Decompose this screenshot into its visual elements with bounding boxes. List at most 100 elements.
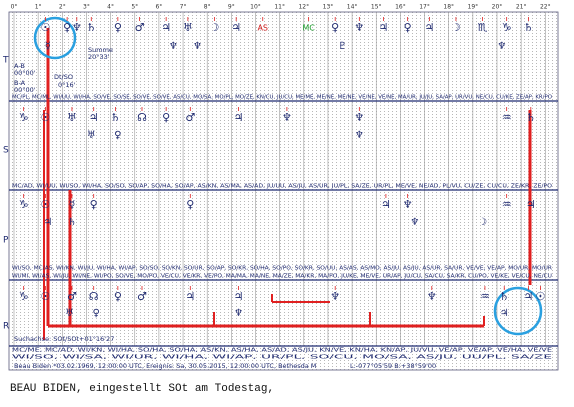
planet-glyph: ♄	[86, 21, 96, 34]
degree-label: 14°	[347, 4, 358, 11]
note: Dt/SO	[54, 73, 73, 81]
degree-label: 21°	[516, 4, 527, 11]
planet-glyph: ♆	[193, 41, 202, 52]
degree-label: 22°	[540, 4, 551, 11]
planet-glyph: ☉	[40, 21, 50, 34]
note: 0°16'	[58, 81, 76, 89]
planet-glyph: ♀	[114, 290, 122, 303]
planet-glyph: ☿	[45, 41, 51, 52]
degree-label: 5°	[131, 4, 138, 11]
planet-glyph: ♒	[480, 290, 490, 303]
planet-glyph: ♆	[354, 21, 364, 34]
planet-glyph: ♆	[282, 111, 292, 124]
planet-glyph: ♒	[502, 198, 512, 211]
planet-glyph: ♆	[355, 130, 364, 141]
planet-glyph: ☉	[40, 111, 50, 124]
midpoint-list: MC/AD, WI/UU, WI/SO, WI/HA, SO/SO, SO/AP…	[12, 184, 552, 190]
degree-label: 7°	[180, 4, 187, 11]
planet-glyph: ♃	[43, 217, 52, 228]
planet-glyph: ♀	[92, 308, 99, 319]
planet-glyph: ♆	[72, 21, 82, 34]
info: Beau Biden *03.02.1969, 12:00:00 UTC, Er…	[14, 362, 316, 370]
planet-glyph: ♄	[110, 111, 120, 124]
degree-label: 18°	[443, 4, 454, 11]
planet-glyph: ♆	[497, 41, 506, 52]
dial-area	[8, 11, 559, 371]
degree-label: 15°	[371, 4, 382, 11]
degree-label: 19°	[468, 4, 479, 11]
planet-glyph: ♂	[185, 111, 195, 124]
degree-label: 0°	[11, 4, 18, 11]
planet-glyph: ♑	[19, 290, 29, 303]
planet-glyph: ☽	[451, 21, 461, 34]
degree-label: 8°	[204, 4, 211, 11]
planet-glyph: ♀	[404, 21, 412, 34]
planet-glyph: ♏	[478, 21, 488, 34]
planet-glyph: ♑	[502, 21, 512, 34]
planet-glyph: ♄	[526, 111, 536, 124]
planet-glyph: ♅	[87, 130, 96, 141]
planet-glyph: ♆	[330, 290, 340, 303]
row-separators	[9, 100, 558, 347]
search-axis: Suchachse: SOt/SOt+01°16'27	[14, 335, 114, 343]
planet-glyph: ♂	[137, 290, 147, 303]
note: Summe	[88, 46, 113, 54]
planet-glyph: ☊	[89, 290, 99, 303]
degree-label: 4°	[107, 4, 114, 11]
note: 00°00'	[14, 69, 36, 77]
notes: Summe 20°33' A-B 00°00' B-A 00°00' Dt/SO…	[14, 46, 436, 370]
note: B-A	[14, 79, 26, 87]
degree-label: 13°	[323, 4, 334, 11]
midpoint-list: MC/ME, MC/AD, WI/KN, WI/HA, SO/HA, SO/HA…	[12, 348, 552, 354]
caption: BEAU BIDEN, eingestellt SOt am Todestag,	[10, 383, 274, 395]
planet-glyph: ♀	[63, 21, 71, 34]
planet-glyph: ☽	[478, 217, 487, 228]
planet-glyph: ☉	[536, 290, 546, 303]
planet-glyph: ♄	[67, 217, 76, 228]
planet-glyph: ☽	[210, 21, 220, 34]
midpoint-list: WI/SO, MC/AS, WI/KN, WI/JU, WI/HA, WI/AP…	[12, 266, 553, 272]
planet-glyph: ♀	[331, 21, 339, 34]
planet-glyph: ♃	[231, 21, 241, 34]
planet-glyph: ♀	[186, 198, 194, 211]
planet-glyph: ♅	[67, 111, 77, 124]
planet-glyph: ♂	[135, 21, 145, 34]
note: 00°00'	[14, 86, 36, 94]
planet-glyph: ♃	[234, 290, 244, 303]
planet-glyph: ♅	[65, 308, 74, 319]
planet-glyph: ♆	[427, 290, 437, 303]
planet-glyph: ☿	[69, 198, 76, 211]
degree-label: 3°	[83, 4, 90, 11]
planet-glyph: ♀	[162, 111, 170, 124]
planet-glyph: AS	[257, 24, 268, 33]
planet-glyph: ♃	[424, 21, 434, 34]
planet-glyph: ♀	[114, 21, 122, 34]
row-label: P	[3, 236, 9, 246]
degree-label: 2°	[59, 4, 66, 11]
highlight-circle	[493, 286, 543, 336]
planet-glyph: ♆	[410, 217, 419, 228]
planet-glyph: ♄	[499, 290, 509, 303]
degree-label: 1°	[35, 4, 42, 11]
degree-label: 20°	[492, 4, 503, 11]
planet-glyph: ♂	[67, 290, 77, 303]
red-markers	[43, 28, 532, 340]
planet-glyph: ♃	[526, 198, 536, 211]
midpoint-list: WI/MI, WI/AS, WI/JU, WI/NE, WI/PO, SO/VE…	[12, 274, 552, 280]
planet-glyph: ☊	[137, 111, 147, 124]
planet-glyph: ♃	[185, 290, 195, 303]
planet-glyph: ♃	[523, 290, 533, 303]
planet-glyph: ♆	[169, 41, 178, 52]
planet-glyph: ☉	[40, 198, 50, 211]
planet-glyph: ♄	[523, 21, 533, 34]
grid	[13, 12, 546, 346]
planet-glyph: ♃	[234, 111, 244, 124]
planet-glyph: ♅	[183, 21, 193, 34]
degree-label: 9°	[228, 4, 235, 11]
planet-glyph: ♆	[354, 111, 364, 124]
degree-label: 16°	[395, 4, 406, 11]
degree-label: 11°	[274, 4, 285, 11]
degree-label: 17°	[419, 4, 430, 11]
planet-glyph: ♃	[500, 308, 509, 319]
planet-glyph: ♃	[381, 198, 391, 211]
